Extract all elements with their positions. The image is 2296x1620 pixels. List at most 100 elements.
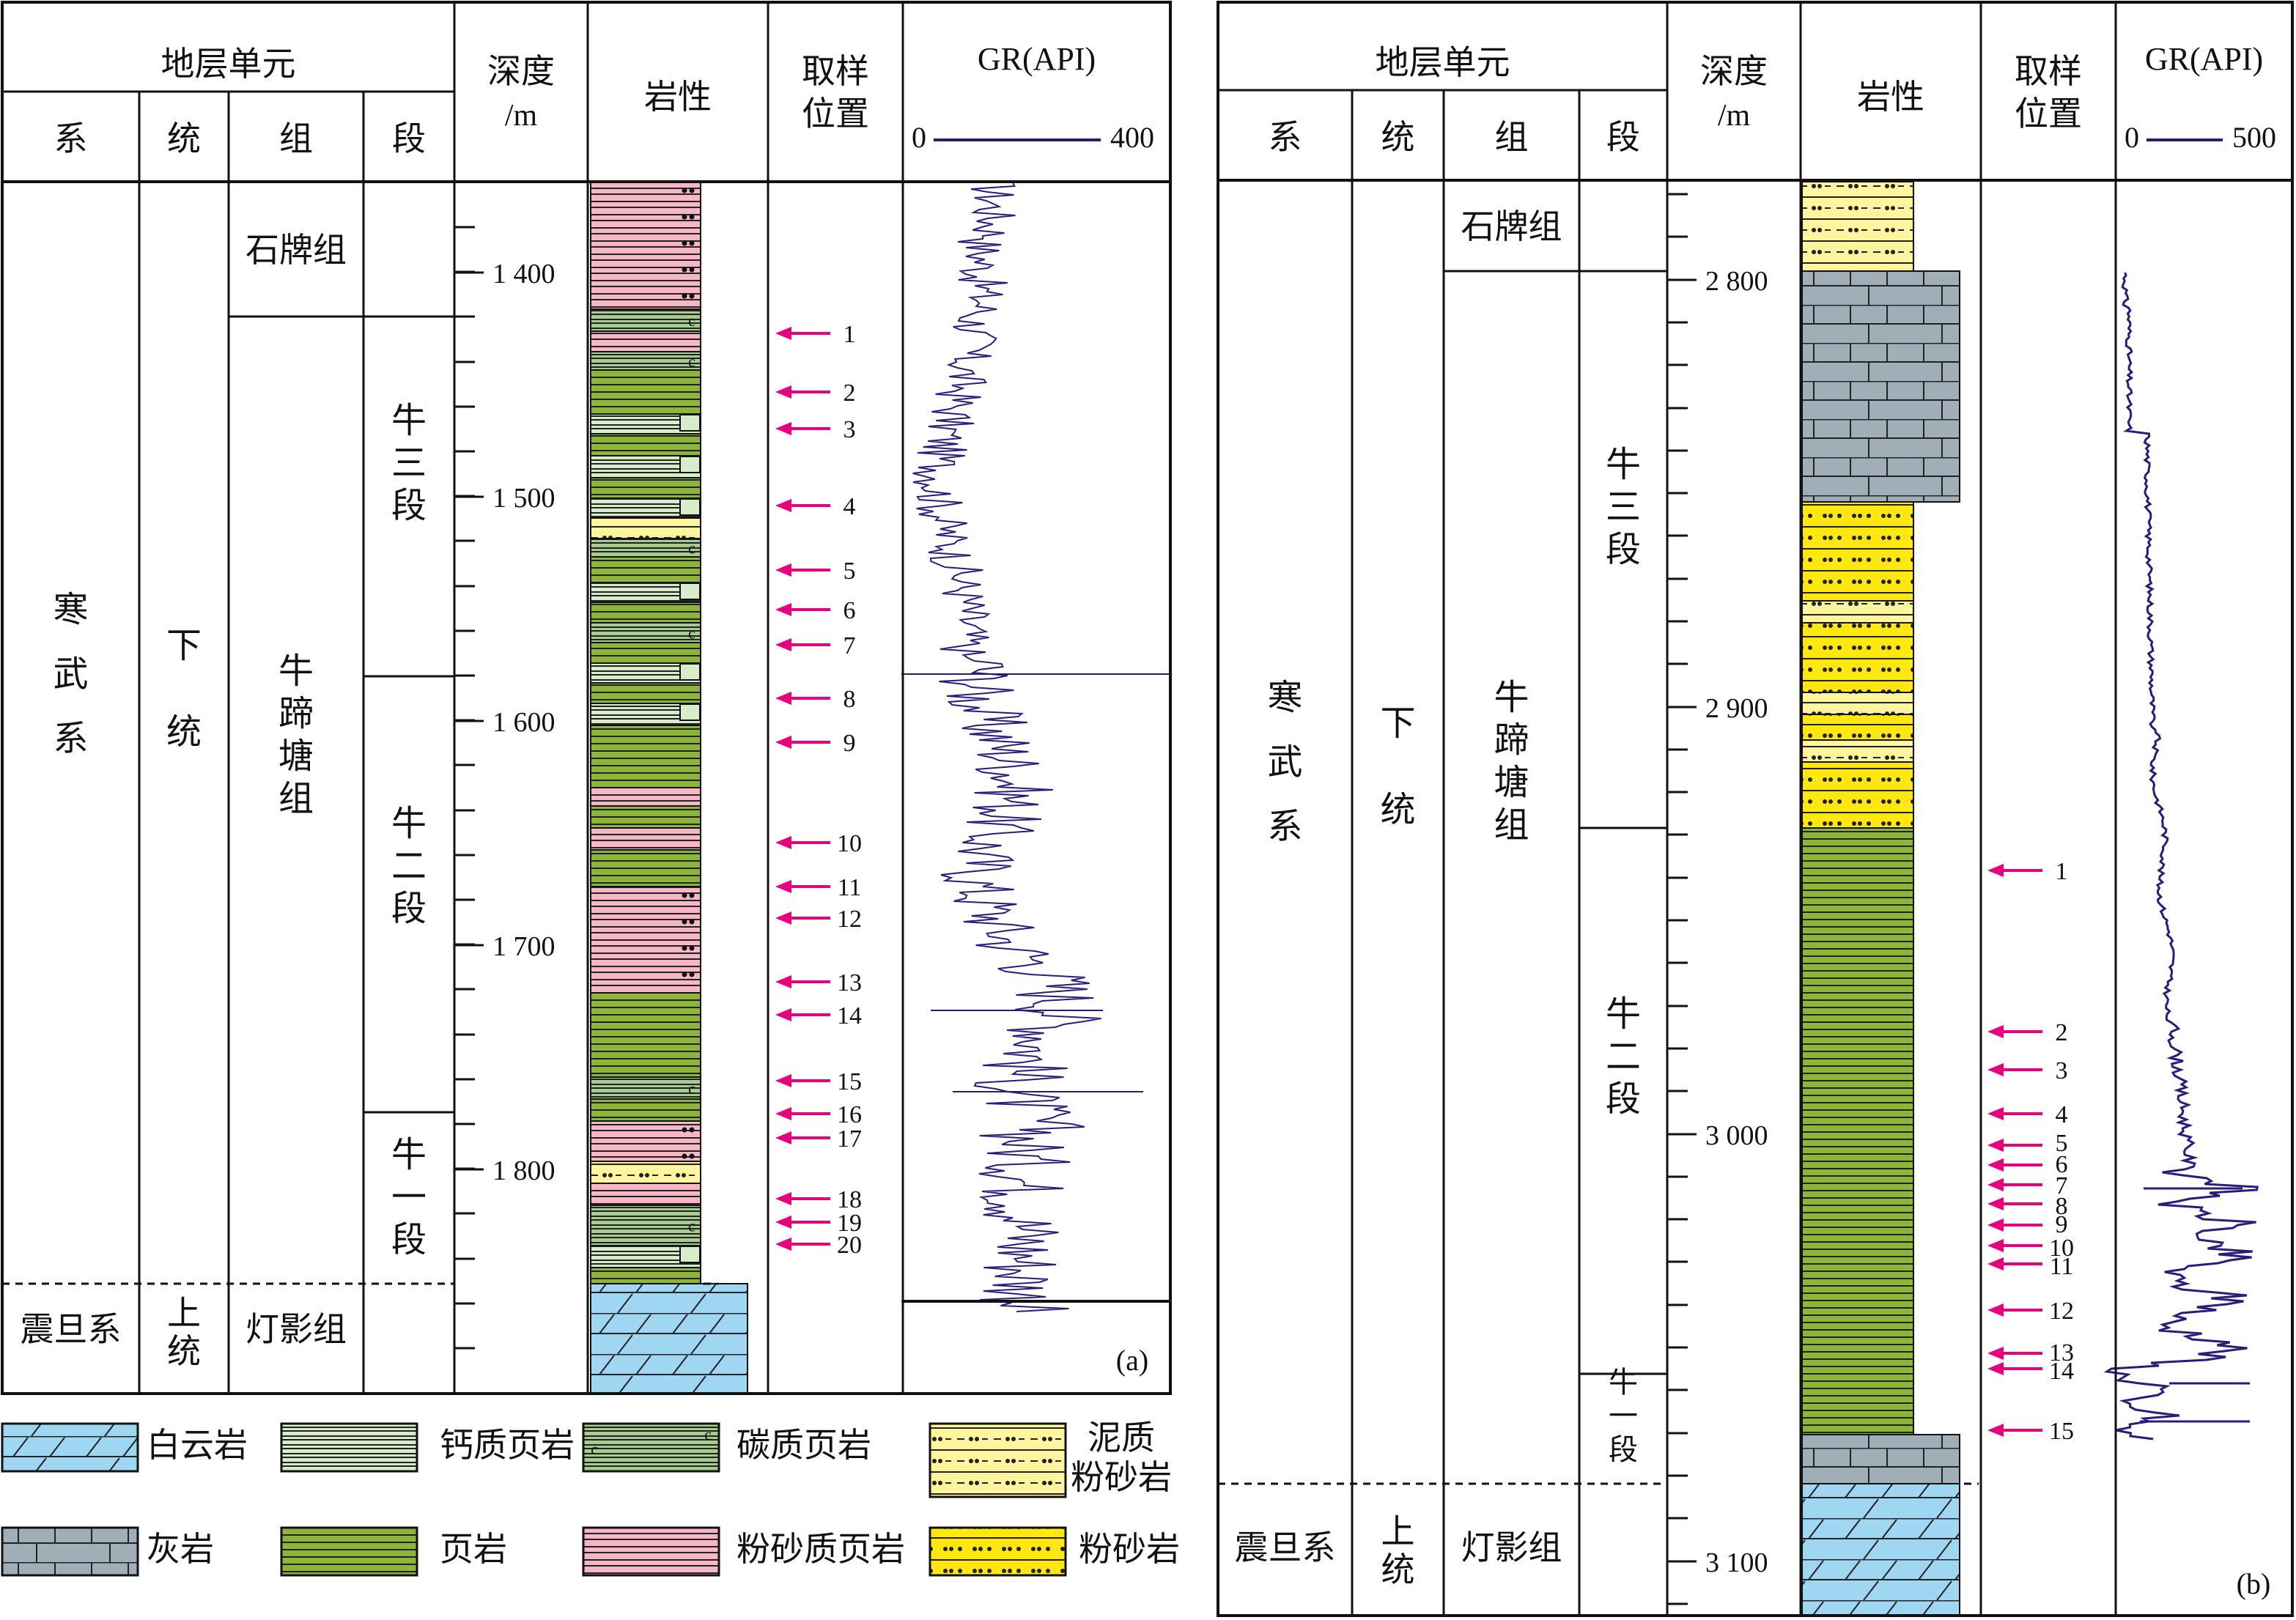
sample-label: 20 [837, 1232, 862, 1259]
sample-arrow-head [775, 563, 791, 577]
system-header: 系 [54, 119, 88, 158]
sample-arrow-head [775, 1131, 791, 1144]
silt-dot [682, 945, 687, 951]
legend-label-siltstone: 粉砂岩 [1079, 1529, 1180, 1569]
calcite-block [679, 498, 701, 516]
sample-label: 12 [2049, 1298, 2074, 1325]
sample-arrow-head [775, 692, 791, 705]
legend-label-shale: 页岩 [440, 1529, 507, 1569]
system-cambrian-char: 武 [53, 654, 88, 695]
panel-b: 地层单元系统组段深度/m 岩性取样位置GR(API)0 500寒武系下统石牌组牛蹄塘… [1217, 1, 2294, 1617]
series-lower-char: 下 [166, 625, 202, 666]
lithology-layer-siltstone [1801, 501, 1914, 602]
carbon-symbol: c [688, 539, 695, 558]
sample-arrow-head [1987, 1197, 2004, 1210]
sample-arrow-head [775, 603, 791, 616]
panel-border [1217, 1, 2294, 1617]
legend-swatch-calc-shale [280, 1422, 418, 1473]
member-2-char: 二 [391, 846, 427, 887]
system-header: 系 [1269, 117, 1302, 157]
system-cambrian-char: 系 [1267, 806, 1302, 847]
member-2-char: 牛 [391, 803, 427, 844]
depth-label: 1 400 [492, 259, 555, 289]
lithology-layer-shale [590, 369, 701, 415]
silt-dot [682, 293, 687, 299]
sample-label: 8 [844, 686, 856, 713]
gr-curve [912, 182, 1101, 1312]
sample-arrow-head [775, 1107, 791, 1120]
member-2-char: 段 [1606, 1079, 1641, 1120]
lithology-layer-dolomite [1801, 1483, 1960, 1616]
member-1-char: 段 [1609, 1433, 1638, 1467]
sample-arrow-head [1987, 1139, 2004, 1152]
lithology-layer-carb-shale [590, 622, 701, 643]
sample-arrow-head [775, 836, 791, 849]
member-1-char: 牛 [1609, 1366, 1638, 1399]
sample-label: 15 [837, 1068, 862, 1095]
legend-label-muddy-siltstone-2: 粉砂岩 [1071, 1457, 1172, 1497]
lithology-layer-muddy-siltstone [590, 517, 701, 539]
calcite-block [679, 703, 701, 721]
legend-label-carb-shale: 碳质页岩 [737, 1425, 871, 1465]
carbon-symbol: c [688, 1217, 695, 1235]
lithology-layer-silty-shale [590, 330, 701, 352]
lithology-header: 岩性 [1857, 77, 1924, 116]
sample-arrow-head [775, 422, 791, 435]
silt-dot [682, 267, 687, 273]
silt-dot [682, 892, 687, 898]
depth-label: 2 800 [1705, 266, 1768, 297]
silt-dot [682, 1153, 687, 1159]
sample-arrow-head [775, 736, 791, 749]
member-3: 牛三段 [391, 400, 427, 526]
formation-niutitang-char: 塘 [1494, 762, 1529, 803]
member-2: 牛二段 [1606, 994, 1641, 1120]
sample-label: 6 [2056, 1151, 2068, 1178]
system-sinian: 震旦系 [21, 1309, 122, 1349]
member-2-char: 牛 [1606, 994, 1641, 1035]
strat-unit-header: 地层单元 [1376, 42, 1510, 82]
lithology-layer-shale [590, 642, 701, 664]
series-upper-2: 统 [167, 1331, 201, 1371]
sample-arrow-head [1987, 1158, 2004, 1172]
lithology-layer-carb-shale [590, 1076, 701, 1100]
lithology-layer-shale [590, 992, 701, 1078]
member-2-char: 二 [1606, 1036, 1641, 1077]
carbon-symbol: c [688, 352, 695, 371]
sample-label: 1 [2056, 858, 2068, 885]
carbon-symbol: c [591, 1440, 598, 1458]
sample-label: 17 [837, 1125, 862, 1153]
lithology-layer-shale [590, 602, 701, 624]
formation-niutitang-char: 组 [278, 778, 314, 819]
formation-niutitang-char: 蹄 [1494, 720, 1529, 761]
system-cambrian: 寒武系 [1267, 677, 1302, 847]
member-1-char: 一 [391, 1177, 427, 1218]
lithology-layer-carb-shale [590, 351, 701, 371]
sample-label: 7 [844, 632, 856, 659]
sample-label: 5 [2056, 1130, 2068, 1157]
legend-label-calc-shale: 钙质页岩 [440, 1425, 575, 1465]
gr-scale-max: 400 [1110, 121, 1154, 154]
sample-arrow-head [775, 1238, 791, 1251]
silt-dot [689, 1153, 695, 1159]
silt-dot [689, 267, 695, 273]
sample-arrow-head [775, 1192, 791, 1205]
system-sinian: 震旦系 [1235, 1528, 1336, 1567]
sample-arrow-head [1987, 1239, 2004, 1252]
formation-dengying: 灯影组 [246, 1309, 347, 1349]
formation-shipai: 石牌组 [1461, 207, 1562, 246]
lithology-layer-shale [590, 433, 701, 456]
lithology-layer-carb-shale [590, 538, 701, 558]
member-1: 牛一段 [391, 1134, 427, 1260]
formation-niutitang-char: 牛 [1494, 677, 1529, 718]
lithology-layer-muddy-siltstone [1801, 600, 1914, 624]
silt-dot [689, 214, 695, 220]
series-lower-char: 下 [1380, 703, 1415, 744]
sample-label: 11 [2050, 1253, 2074, 1280]
member-3: 牛三段 [1606, 444, 1641, 570]
sample-label: 14 [837, 1002, 862, 1029]
member-3-char: 三 [1606, 487, 1641, 528]
carbon-symbol: c [688, 624, 695, 643]
silt-dot [689, 919, 695, 925]
